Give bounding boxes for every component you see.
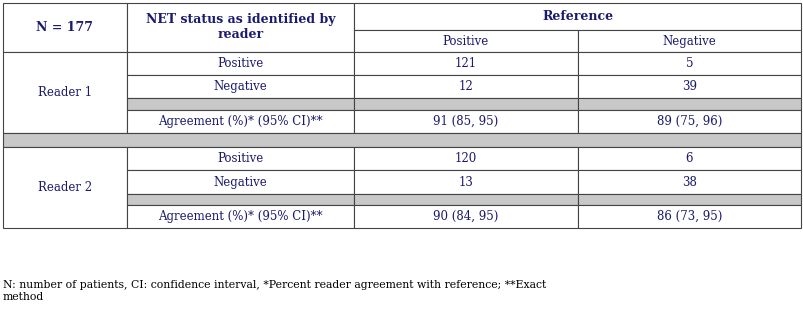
Bar	[353, 75, 577, 98]
Bar	[3, 147, 127, 228]
Text: Negative: Negative	[214, 176, 267, 189]
Bar	[353, 194, 577, 205]
Bar	[577, 30, 800, 52]
Text: Negative: Negative	[662, 35, 715, 47]
Bar	[577, 75, 800, 98]
Bar	[577, 147, 800, 170]
Bar	[127, 194, 353, 205]
Text: 89 (75, 96): 89 (75, 96)	[656, 115, 721, 128]
Text: Agreement (%)* (95% CI)**: Agreement (%)* (95% CI)**	[158, 115, 322, 128]
Bar	[127, 205, 353, 228]
Text: 13: 13	[458, 176, 473, 189]
Bar	[353, 205, 577, 228]
Bar	[353, 147, 577, 170]
Text: 121: 121	[454, 57, 476, 70]
Text: N = 177: N = 177	[36, 21, 93, 34]
Bar	[353, 30, 577, 52]
Text: NET status as identified by
reader: NET status as identified by reader	[145, 13, 335, 41]
Bar	[577, 98, 800, 110]
Text: 120: 120	[454, 152, 476, 165]
Text: 5: 5	[685, 57, 692, 70]
Text: 12: 12	[458, 80, 473, 93]
Bar	[577, 52, 800, 75]
Text: 6: 6	[685, 152, 692, 165]
Bar	[127, 170, 353, 194]
Bar	[127, 3, 353, 52]
Text: Negative: Negative	[214, 80, 267, 93]
Bar	[353, 52, 577, 75]
Bar	[127, 147, 353, 170]
Bar	[127, 110, 353, 133]
Text: Positive: Positive	[217, 152, 263, 165]
Bar	[353, 170, 577, 194]
Text: Positive: Positive	[217, 57, 263, 70]
Text: Reader 1: Reader 1	[38, 86, 92, 99]
Text: 38: 38	[681, 176, 696, 189]
Bar	[577, 194, 800, 205]
Bar	[127, 98, 353, 110]
Text: Agreement (%)* (95% CI)**: Agreement (%)* (95% CI)**	[158, 210, 322, 223]
Bar	[3, 3, 127, 52]
Bar	[577, 205, 800, 228]
Text: 90 (84, 95): 90 (84, 95)	[433, 210, 498, 223]
Text: 86 (73, 95): 86 (73, 95)	[656, 210, 721, 223]
Bar	[3, 52, 127, 133]
Bar	[577, 110, 800, 133]
Text: N: number of patients, CI: confidence interval, *Percent reader agreement with r: N: number of patients, CI: confidence in…	[3, 280, 545, 301]
Bar	[127, 75, 353, 98]
Bar	[353, 110, 577, 133]
Text: Positive: Positive	[442, 35, 488, 47]
Bar	[353, 98, 577, 110]
Bar	[127, 52, 353, 75]
Text: Reference: Reference	[541, 10, 613, 23]
Bar	[3, 133, 800, 147]
Text: 39: 39	[681, 80, 696, 93]
Bar	[353, 3, 800, 30]
Bar	[577, 170, 800, 194]
Text: 91 (85, 95): 91 (85, 95)	[433, 115, 498, 128]
Text: Reader 2: Reader 2	[38, 181, 92, 194]
